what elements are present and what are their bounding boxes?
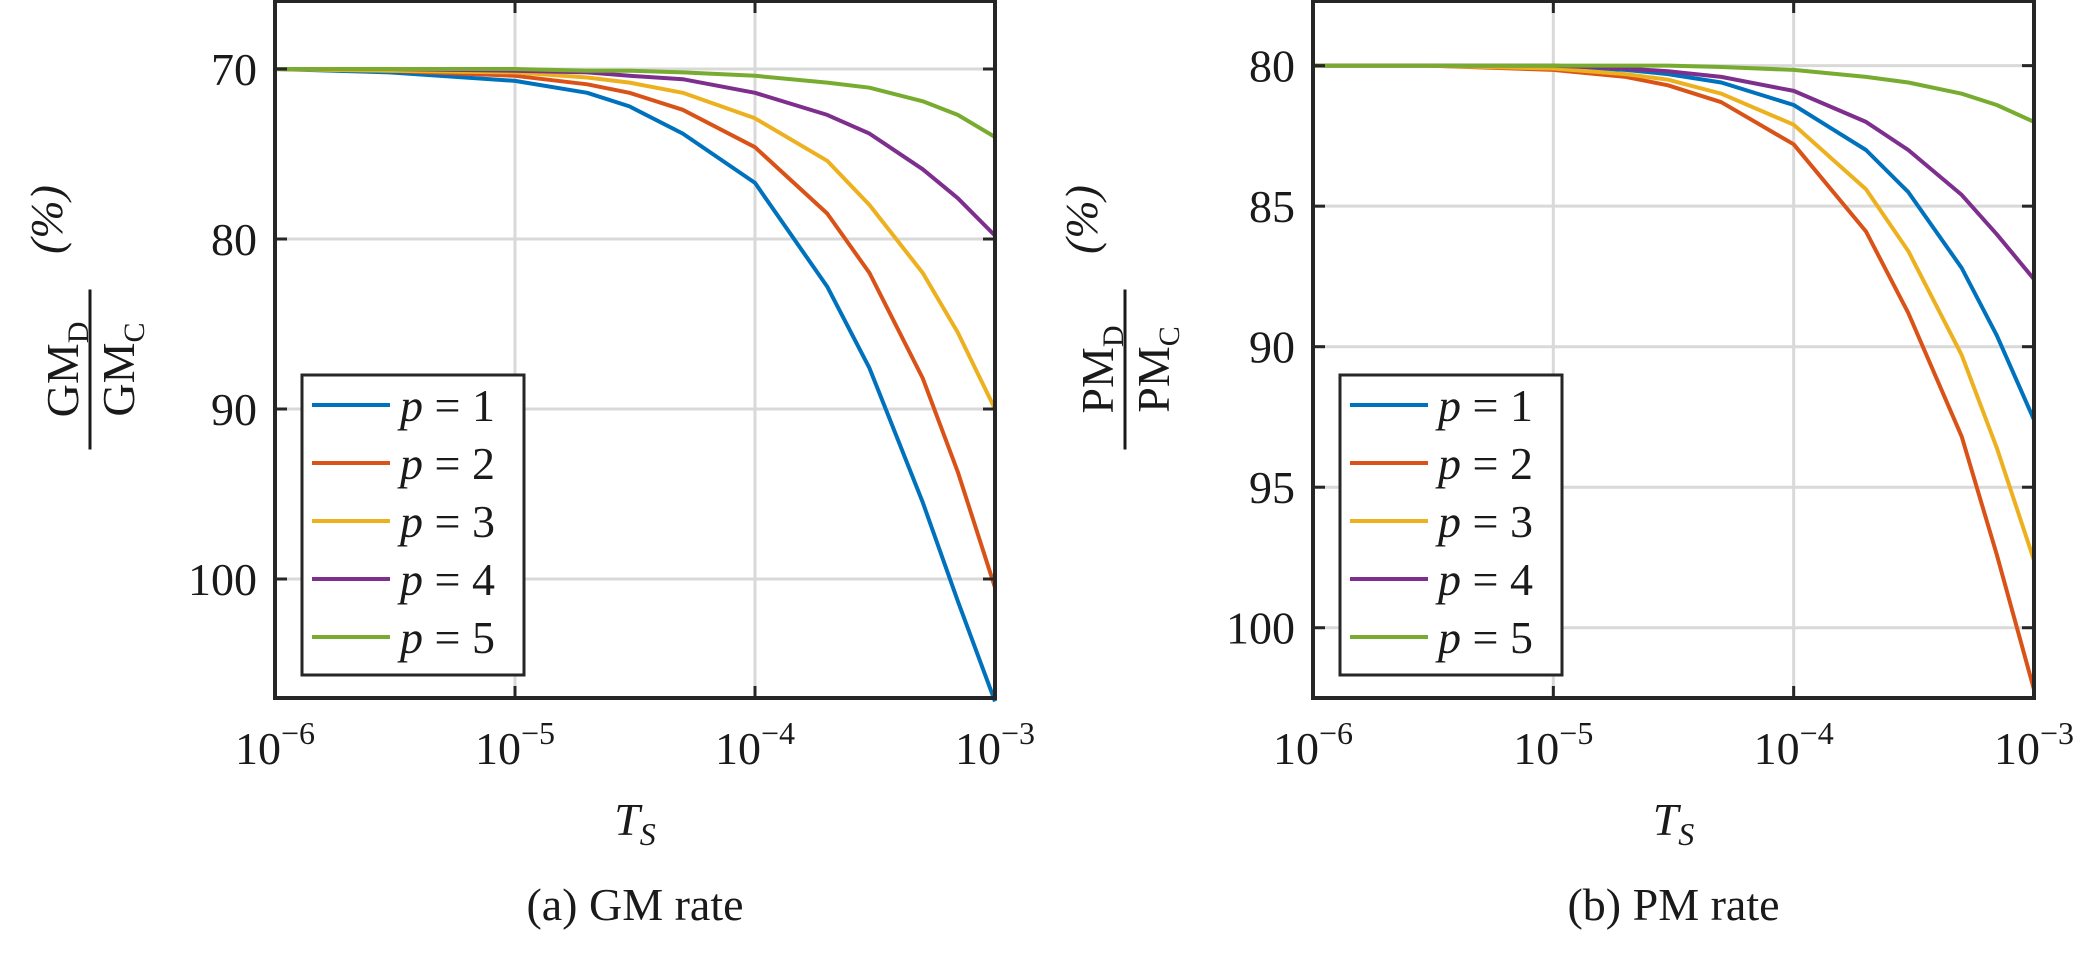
panel-caption: (b) PM rate	[1567, 879, 1779, 930]
legend-label-p1: p = 1	[1435, 380, 1533, 431]
y-axis-label-unit: (%)	[1056, 185, 1107, 254]
axes-box	[273, 0, 997, 700]
y-tick-label: 85	[1249, 181, 1295, 232]
y-tick-label: 95	[1249, 462, 1295, 513]
x-tick-label: 10−4	[1754, 715, 1834, 774]
legend-box	[300, 373, 526, 677]
panel-caption: (a) GM rate	[526, 879, 743, 930]
x-tick-label: 10−3	[1994, 715, 2074, 774]
x-tick-label: 10−5	[475, 715, 555, 774]
legend-label-p5: p = 5	[1435, 612, 1533, 663]
x-tick-label: 10−6	[1273, 715, 1353, 774]
legend-label-p3: p = 3	[397, 496, 495, 547]
y-tick-label: 100	[188, 554, 257, 605]
x-tick-label: 10−4	[715, 715, 795, 774]
x-tick-label: 10−6	[235, 715, 315, 774]
y-tick-label: 80	[1249, 41, 1295, 92]
legend-label-p2: p = 2	[397, 438, 495, 489]
legend-label-p2: p = 2	[1435, 438, 1533, 489]
y-tick-label: 70	[211, 44, 257, 95]
x-axis-label: TS	[1653, 794, 1695, 852]
legend-label-p4: p = 4	[1435, 554, 1533, 605]
legend-box	[1338, 373, 1564, 677]
axes-box	[1311, 0, 2036, 700]
legend-label-p3: p = 3	[1435, 496, 1533, 547]
y-tick-label: 100	[1226, 603, 1295, 654]
y-axis-label-numerator: GMD	[37, 322, 95, 418]
x-tick-label: 10−3	[955, 715, 1035, 774]
x-tick-label: 10−5	[1513, 715, 1593, 774]
legend-label-p4: p = 4	[397, 554, 495, 605]
series-line-p2	[274, 67, 997, 589]
y-axis-label-denominator: GMC	[93, 322, 151, 416]
series-line-p1	[274, 67, 997, 703]
series-line-p3	[1313, 63, 2036, 561]
series-line-p5	[275, 67, 997, 139]
y-axis-label-unit: (%)	[21, 185, 72, 254]
y-tick-label: 90	[211, 384, 257, 435]
y-tick-label: 90	[1249, 322, 1295, 373]
y-axis-label-numerator: PMD	[1072, 325, 1130, 413]
series-line-p5	[1313, 63, 2035, 124]
x-axis-label: TS	[614, 794, 656, 852]
legend-label-p1: p = 1	[397, 380, 495, 431]
y-tick-label: 80	[211, 214, 257, 265]
y-axis-label-denominator: PMC	[1128, 326, 1186, 413]
legend-label-p5: p = 5	[397, 612, 495, 663]
